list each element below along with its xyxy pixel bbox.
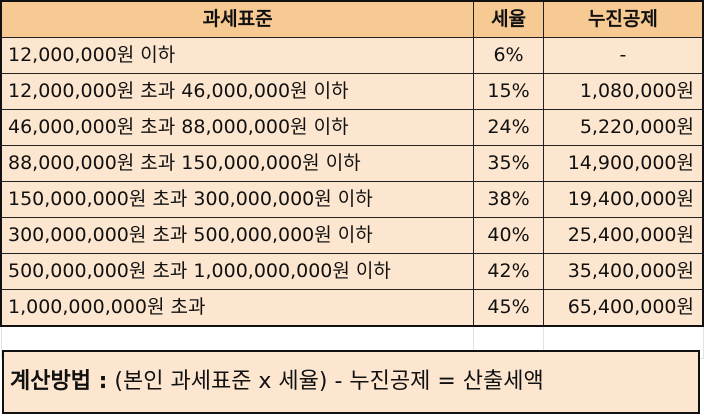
bracket-cell: 1,000,000,000원 초과	[0, 289, 475, 327]
table-row: 1,000,000,000원 초과 45% 65,400,000원	[0, 289, 704, 327]
deduction-cell: 35,400,000원	[542, 253, 704, 290]
rate-cell: 40%	[473, 217, 544, 254]
deduction-cell: 25,400,000원	[542, 217, 704, 254]
rate-cell: 6%	[473, 37, 544, 74]
deduction-cell: -	[542, 37, 704, 74]
rate-cell: 38%	[473, 181, 544, 218]
header-deduction: 누진공제	[542, 0, 704, 38]
deduction-cell: 19,400,000원	[542, 181, 704, 218]
table-row: 46,000,000원 초과 88,000,000원 이하 24% 5,220,…	[0, 109, 704, 146]
bracket-cell: 88,000,000원 초과 150,000,000원 이하	[0, 145, 475, 182]
table-row: 150,000,000원 초과 300,000,000원 이하 38% 19,4…	[0, 181, 704, 218]
table-row: 12,000,000원 초과 46,000,000원 이하 15% 1,080,…	[0, 73, 704, 110]
rate-cell: 24%	[473, 109, 544, 146]
bracket-cell: 46,000,000원 초과 88,000,000원 이하	[0, 109, 475, 146]
table-row: 300,000,000원 초과 500,000,000원 이하 40% 25,4…	[0, 217, 704, 254]
deduction-cell: 5,220,000원	[542, 109, 704, 146]
table-row: 500,000,000원 초과 1,000,000,000원 이하 42% 35…	[0, 253, 704, 290]
deduction-cell: 14,900,000원	[542, 145, 704, 182]
rate-cell: 15%	[473, 73, 544, 110]
table-header-row: 과세표준 세율 누진공제	[0, 0, 704, 38]
bracket-cell: 150,000,000원 초과 300,000,000원 이하	[0, 181, 475, 218]
deduction-cell: 1,080,000원	[542, 73, 704, 110]
header-bracket: 과세표준	[0, 0, 475, 38]
bracket-cell: 300,000,000원 초과 500,000,000원 이하	[0, 217, 475, 254]
calculation-method-label: 계산방법 :	[10, 369, 108, 394]
rate-cell: 35%	[473, 145, 544, 182]
tax-rate-table: 과세표준 세율 누진공제 12,000,000원 이하 6% - 12,000,…	[0, 0, 704, 359]
bracket-cell: 12,000,000원 이하	[0, 37, 475, 74]
rate-cell: 42%	[473, 253, 544, 290]
bracket-cell: 12,000,000원 초과 46,000,000원 이하	[0, 73, 475, 110]
header-rate: 세율	[473, 0, 544, 38]
calculation-method-formula: (본인 과세표준 x 세율) - 누진공제 = 산출세액	[107, 369, 544, 394]
table-row: 88,000,000원 초과 150,000,000원 이하 35% 14,90…	[0, 145, 704, 182]
calculation-method-box: 계산방법 : (본인 과세표준 x 세율) - 누진공제 = 산출세액	[2, 350, 700, 414]
bracket-cell: 500,000,000원 초과 1,000,000,000원 이하	[0, 253, 475, 290]
deduction-cell: 65,400,000원	[542, 289, 704, 327]
rate-cell: 45%	[473, 289, 544, 327]
table-row: 12,000,000원 이하 6% -	[0, 37, 704, 74]
